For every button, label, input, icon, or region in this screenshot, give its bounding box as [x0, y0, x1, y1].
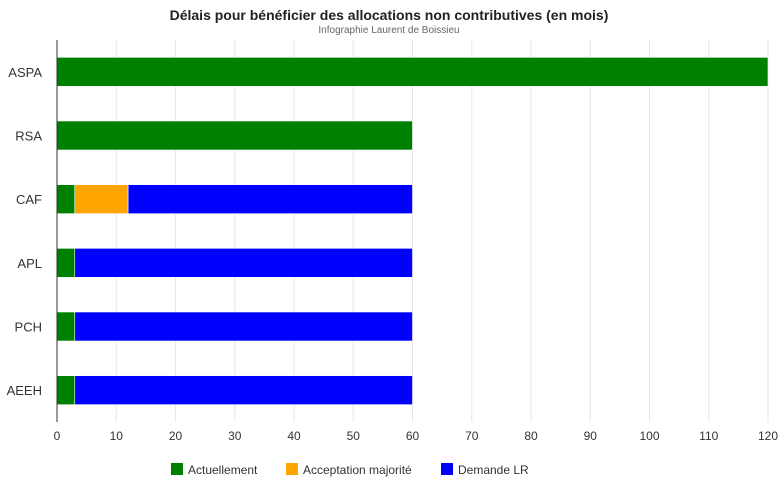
bars [56, 57, 769, 405]
category-label: AEEH [7, 383, 42, 398]
x-tick-label: 90 [584, 429, 598, 443]
x-tick-label: 0 [54, 429, 61, 443]
x-tick-label: 30 [228, 429, 242, 443]
legend-label: Acceptation majorité [303, 463, 412, 477]
bar-caf-0 [56, 184, 76, 214]
category-label: PCH [15, 320, 42, 335]
category-label: APL [17, 256, 42, 271]
x-tick-label: 20 [169, 429, 183, 443]
x-tick-label: 70 [465, 429, 479, 443]
legend-label: Actuellement [188, 463, 258, 477]
x-tick-label: 40 [287, 429, 301, 443]
bar-pch-2 [74, 311, 413, 342]
x-tick-labels: 0 10 20 30 40 50 60 70 80 90 100 110 120 [54, 429, 778, 443]
bar-caf-2 [127, 184, 413, 214]
x-tick-label: 110 [699, 429, 718, 443]
x-tick-label: 120 [758, 429, 778, 443]
legend-swatch [441, 463, 453, 475]
bar-apl-0 [56, 248, 76, 278]
legend: Actuellement Acceptation majorité Demande … [171, 463, 529, 477]
bar-aspa-0 [56, 57, 769, 87]
legend-swatch [171, 463, 183, 475]
x-tick-label: 10 [110, 429, 124, 443]
bar-caf-1 [74, 184, 129, 214]
bar-apl-2 [74, 248, 413, 278]
bar-aeeh-2 [74, 375, 413, 405]
x-tick-label: 100 [639, 429, 659, 443]
category-label: ASPA [8, 65, 42, 80]
x-tick-label: 80 [524, 429, 538, 443]
x-tick-label: 50 [347, 429, 361, 443]
bar-aeeh-0 [56, 375, 76, 405]
legend-label: Demande LR [458, 463, 529, 477]
x-tick-label: 60 [406, 429, 420, 443]
legend-swatch [286, 463, 298, 475]
category-labels: ASPA RSA CAF APL PCH AEEH [7, 65, 43, 398]
bar-rsa-0 [56, 120, 413, 151]
gridlines [115, 40, 769, 422]
chart-subtitle: Infographie Laurent de Boissieu [318, 25, 459, 36]
category-label: RSA [15, 129, 42, 144]
bar-pch-0 [56, 311, 76, 342]
chart-title: Délais pour bénéficier des allocations n… [170, 7, 609, 23]
category-label: CAF [16, 192, 42, 207]
